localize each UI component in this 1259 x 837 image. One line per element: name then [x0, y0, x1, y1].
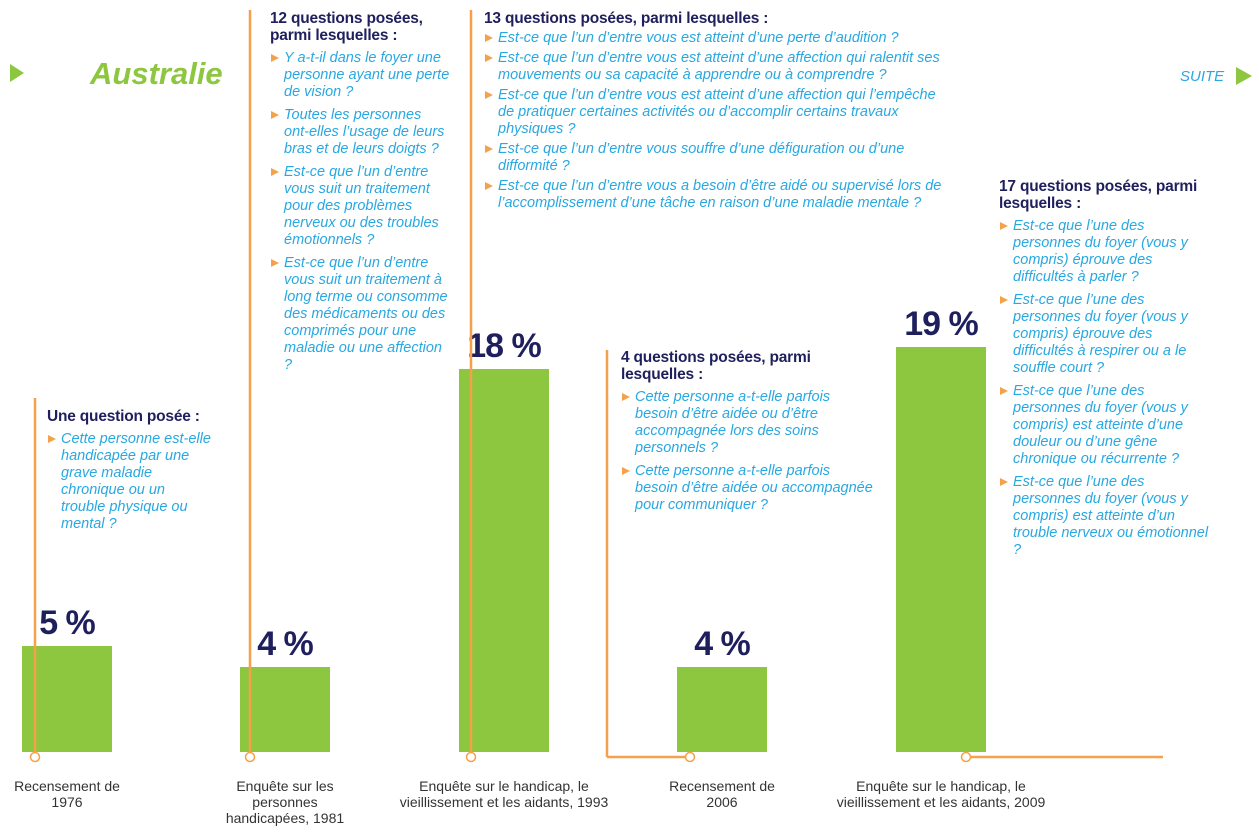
dot — [29, 751, 41, 763]
annotation-item: Est-ce que l’un d’entre vous suit un tra… — [270, 255, 450, 374]
bar — [896, 347, 986, 752]
x-tick-label: Enquête sur le handicap, le vieillisseme… — [399, 778, 609, 810]
value-label: 18 % — [467, 326, 542, 365]
annotation-item: Est-ce que l’un d’entre vous souffre d’u… — [484, 141, 954, 175]
annotation-item: Cette personne a-t-elle parfois besoin d… — [621, 389, 876, 457]
annotation: 12 questions posées, parmi lesquelles : Y… — [270, 10, 450, 374]
title-arrow — [10, 64, 24, 82]
x-tick-label: Enquête sur le handicap, le vieillisseme… — [836, 778, 1046, 810]
annotation-item: Est-ce que l’une des personnes du foyer … — [999, 383, 1209, 468]
annotation-item: Est-ce que l’un d’entre vous est atteint… — [484, 87, 954, 138]
value-label: 5 % — [39, 603, 96, 642]
annotation: Une question posée : Cette personne est-e… — [47, 408, 212, 533]
annotation-item: Est-ce que l’une des personnes du foyer … — [999, 474, 1209, 559]
bar — [459, 368, 549, 752]
annotation: 13 questions posées, parmi lesquelles : E… — [484, 10, 954, 212]
annotation-heading: 12 questions posées, parmi lesquelles : — [270, 10, 423, 44]
annotation-heading: Une question posée : — [47, 408, 200, 425]
suite: SUITE — [1180, 68, 1225, 85]
dot — [684, 751, 696, 763]
bar — [22, 645, 112, 752]
annotation-heading: 4 questions posées, parmi lesquelles : — [621, 349, 811, 383]
annotation-item: Est-ce que l’un d’entre vous est atteint… — [484, 30, 954, 47]
annotation-item: Y a-t-il dans le foyer une personne ayan… — [270, 50, 450, 101]
suite-arrow — [1236, 67, 1252, 85]
annotation-item: Cette personne a-t-elle parfois besoin d… — [621, 463, 876, 514]
annotation-item: Toutes les personnes ont-elles l’usage d… — [270, 107, 450, 158]
bar — [240, 666, 330, 752]
annotation-item: Est-ce que l’un d’entre vous a besoin d’… — [484, 178, 954, 212]
annotation: 17 questions posées, parmi lesquelles : E… — [999, 178, 1209, 559]
value-label: 19 % — [904, 305, 979, 344]
annotation-item: Est-ce que l’une des personnes du foyer … — [999, 292, 1209, 377]
annotation-heading: 13 questions posées, parmi lesquelles : — [484, 10, 769, 27]
annotation-item: Cette personne est-elle handicapée par u… — [47, 431, 212, 533]
value-label: 4 % — [257, 624, 314, 663]
annotation-item: Est-ce que l’un d’entre vous suit un tra… — [270, 164, 450, 249]
bar — [677, 666, 767, 752]
annotation-heading: 17 questions posées, parmi lesquelles : — [999, 178, 1198, 212]
dot — [465, 751, 477, 763]
annotation-item: Est-ce que l’une des personnes du foyer … — [999, 218, 1209, 286]
annotation-item: Est-ce que l’un d’entre vous est atteint… — [484, 50, 954, 84]
x-tick-label: Recensement de 2006 — [669, 778, 775, 810]
annotation: 4 questions posées, parmi lesquelles : Ce… — [621, 349, 876, 514]
x-tick-label: Recensement de 1976 — [14, 778, 120, 810]
value-label: 4 % — [694, 624, 751, 663]
dot — [960, 751, 972, 763]
title: Australie — [90, 56, 223, 91]
x-tick-label: Enquête sur les personnes handicapées, 1… — [225, 778, 345, 826]
dot — [244, 751, 256, 763]
